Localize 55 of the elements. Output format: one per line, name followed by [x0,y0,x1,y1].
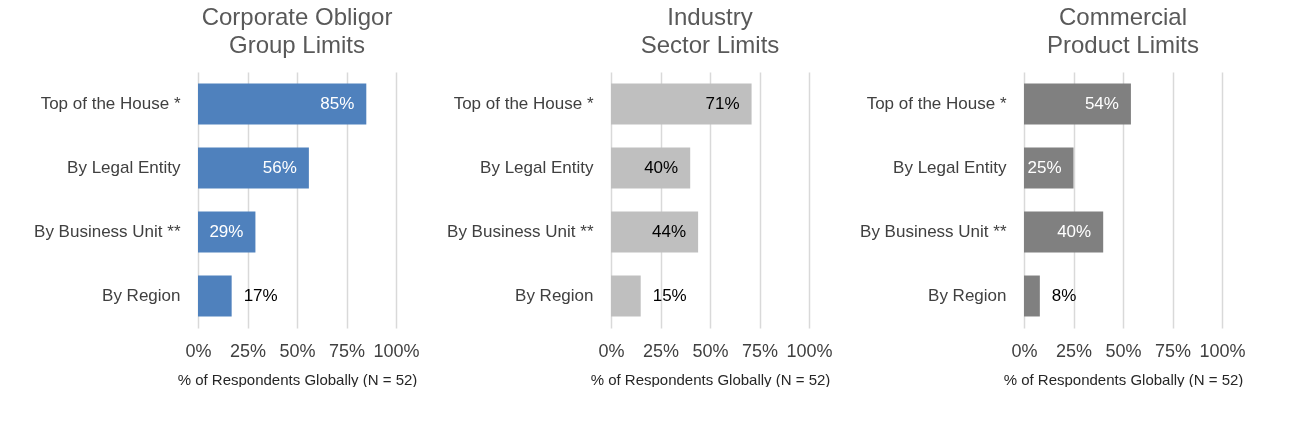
x-tick-label: 75% [1154,340,1192,361]
y-tick-label: By Business Unit ** [860,222,1007,241]
x-tick-label: 50% [279,340,316,361]
data-label: 40% [644,158,679,177]
y-tick-label: By Legal Entity [67,158,181,177]
bar [611,211,699,253]
y-tick-label: By Business Unit ** [447,222,594,241]
x-axis-title: % of Respondents Globally (N = 52) [1003,370,1244,388]
bar [198,83,367,125]
y-tick-label: By Business Unit ** [34,222,181,241]
data-label: 17% [243,286,278,305]
y-tick-label: By Region [928,286,1007,305]
x-tick-label: 50% [1105,340,1142,361]
x-tick-label: 100% [1199,340,1246,361]
y-tick-label: Top of the House * [453,94,594,113]
chart-title: Commercial Product Limits [1046,3,1200,58]
x-tick-label: 25% [642,340,680,361]
chart-title: Industry Sector Limits [640,3,780,58]
chart-title: Corporate Obligor Group Limits [201,3,393,58]
y-tick-label: Top of the House * [866,94,1007,113]
bar [611,147,691,189]
x-tick-label: 75% [328,340,366,361]
data-label: 15% [652,286,687,305]
bar [1024,275,1040,317]
data-label: 71% [705,94,740,113]
data-label: 56% [262,158,297,177]
bar [1024,211,1104,253]
x-tick-label: 75% [741,340,779,361]
bar [611,83,752,125]
data-label: 54% [1084,94,1119,113]
data-label: 8% [1051,286,1077,305]
y-tick-label: By Region [102,286,181,305]
x-tick-label: 25% [229,340,267,361]
x-axis-title: % of Respondents Globally (N = 52) [177,370,418,388]
x-tick-label: 0% [185,340,212,361]
data-label: 44% [652,222,687,241]
y-tick-label: By Region [515,286,594,305]
x-tick-label: 100% [786,340,833,361]
bar [1024,83,1131,125]
x-tick-label: 0% [598,340,625,361]
x-tick-label: 50% [692,340,729,361]
x-tick-label: 0% [1011,340,1038,361]
y-tick-label: By Legal Entity [893,158,1007,177]
data-label: 85% [320,94,355,113]
data-label: 29% [209,222,244,241]
y-tick-label: By Legal Entity [480,158,594,177]
bar [198,275,232,317]
x-tick-label: 100% [373,340,420,361]
x-tick-label: 25% [1055,340,1093,361]
data-label: 40% [1057,222,1092,241]
bar [611,275,641,317]
data-label: 25% [1027,158,1062,177]
y-tick-label: Top of the House * [40,94,181,113]
bar [198,147,309,189]
x-axis-title: % of Respondents Globally (N = 52) [590,370,831,388]
